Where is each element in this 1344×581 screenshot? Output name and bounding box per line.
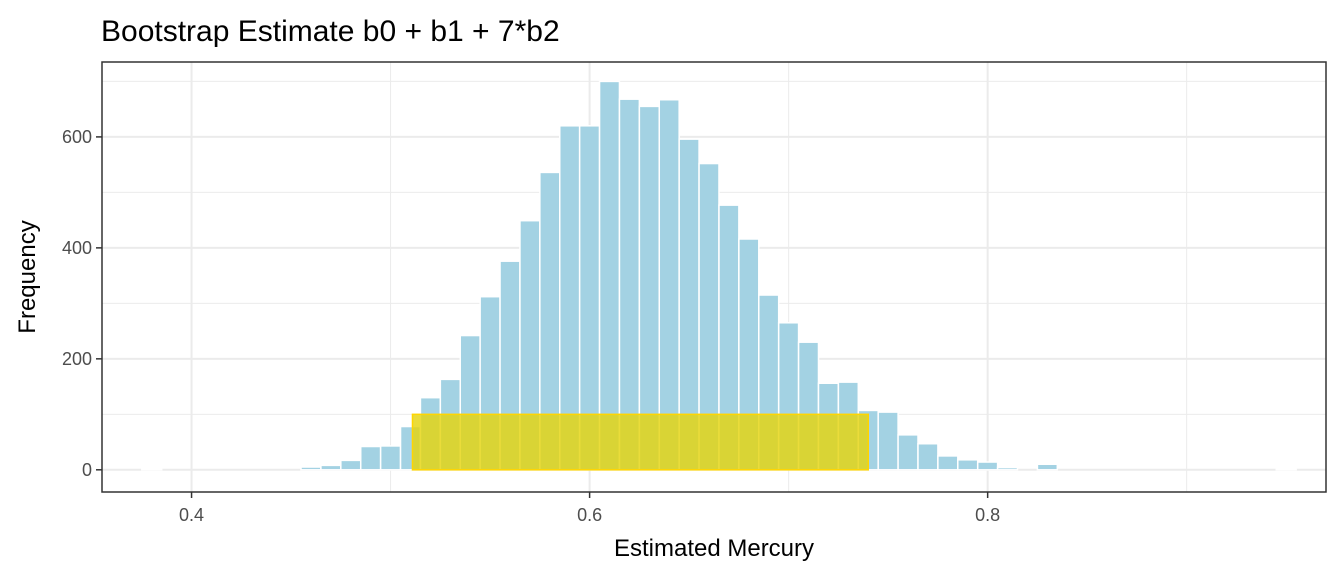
x-tick-label: 0.4 xyxy=(179,505,204,525)
histogram-bar xyxy=(917,442,939,471)
x-tick-label: 0.8 xyxy=(975,505,1000,525)
x-axis-title: Estimated Mercury xyxy=(614,535,814,562)
histogram-bar xyxy=(976,461,999,471)
histogram-bar xyxy=(1275,467,1297,471)
histogram-bar xyxy=(877,411,899,471)
interval-band xyxy=(411,413,869,471)
histogram-bar xyxy=(359,445,382,471)
chart-title: Bootstrap Estimate b0 + b1 + 7*b2 xyxy=(101,15,560,48)
histogram-bar xyxy=(957,459,979,471)
y-tick-label: 0 xyxy=(82,460,92,480)
x-tick-label: 0.6 xyxy=(577,505,602,525)
histogram-bar xyxy=(937,455,959,471)
y-tick-label: 200 xyxy=(62,349,92,369)
panel-border xyxy=(101,61,1327,493)
histogram-bar xyxy=(897,434,919,471)
y-axis-title: Frequency xyxy=(14,220,41,333)
histogram-bar xyxy=(340,459,362,471)
histogram-bar xyxy=(1036,463,1059,471)
histogram-bar xyxy=(379,445,402,471)
y-tick-label: 400 xyxy=(62,238,92,258)
histogram-bar xyxy=(996,466,1019,471)
histogram-bar xyxy=(320,464,342,471)
histogram-bar xyxy=(598,80,621,471)
histogram-bar xyxy=(300,466,322,471)
y-tick-label: 600 xyxy=(62,127,92,147)
axis-ticks: 0.4 0.6 0.8 0 200 400 600 xyxy=(62,127,1000,525)
histogram-bar xyxy=(141,467,163,471)
interval-rectangle xyxy=(411,413,869,471)
